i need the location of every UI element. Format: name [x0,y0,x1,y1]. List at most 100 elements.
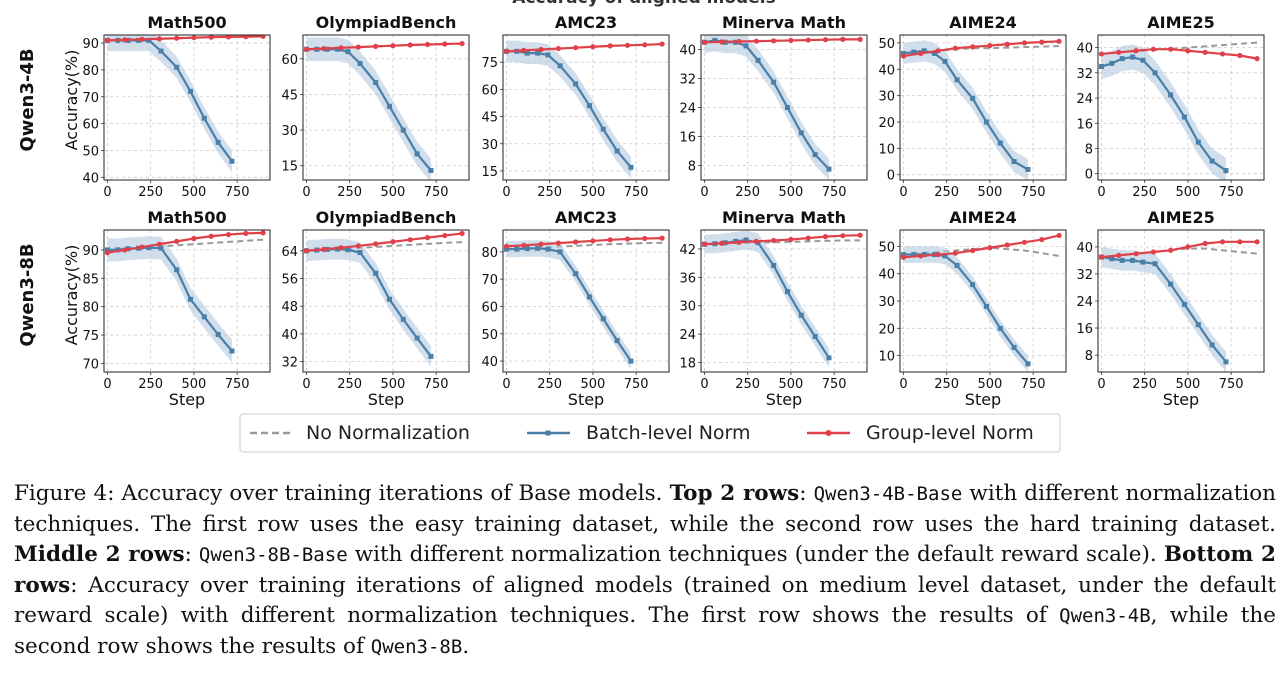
panel-2-minerva-math: 18 24 30 36 42 0 250 500 750 Minerva Math Step [679,208,868,409]
panel-2-aime25-xlabel: Step [1163,390,1199,409]
caption-bold-bottom: Bottom 2 rows [14,542,1277,598]
panel-2-aime25-frame [1097,229,1265,373]
caption-text-1: : [799,481,814,506]
panel-2-aime25-series-group-point [1168,247,1174,253]
panel-1-aime24-series-group-point [1021,40,1028,46]
panel-1-math500-series-group-point [174,35,180,41]
panel-1-aime24-series-group-point [935,48,941,54]
panel-1-amc23-series-batch-point [600,126,606,132]
panel-2-aime25-series-group-point [1098,254,1105,260]
panel-2-aime24-series-group-point [952,250,958,256]
panel-2-aime25-title: AIME25 [1147,208,1214,227]
panel-2-amc23-ytick-label: 50 [481,328,498,343]
panel-2-amc23-series-batch-point [545,246,551,252]
panel-2-aime25-series-batch-point [1223,359,1229,365]
panel-1-aime24-ytick-label: 50 [878,37,895,52]
panel-1-minerva-math-series-group-point [788,37,794,44]
panel-1-aime25-xtick-label: 500 [1176,185,1201,200]
panel-1-amc23-series-group-point [659,41,665,47]
panel-2-amc23-series-group-point [503,243,510,249]
panel-1-minerva-math-series-group-point [857,36,863,42]
panel-2-minerva-math-series-group-line [704,234,861,246]
panel-2-amc23-xtick-label: 250 [537,377,562,392]
panel-1-aime24-series-group-line [903,40,1060,58]
panel-1-aime24-ytick-label: 30 [878,90,895,105]
panel-2-amc23-ytick-label: 70 [481,273,498,288]
panel-1-aime24-series-group-point [900,53,907,59]
panel-1-aime25-series-group-point [1098,51,1105,57]
panel-1-amc23-ytick-label: 30 [481,138,498,153]
panel-2-aime24-ytick-label: 10 [878,350,895,365]
panel-1-aime25-series-batch-point [1140,57,1146,63]
panel-1-aime24-series-batch-point [900,50,906,56]
panel-2-aime25-series-batch-point [1209,342,1215,348]
panel-2-math500-series-group-point [104,250,111,256]
panel-2-aime24-series-batch-point [983,303,989,309]
panel-1-olympiadbench-ytick-label: 60 [281,53,298,68]
panel-2-aime24-series-batch-point [970,282,976,288]
panel-2-aime25-ytick-label: 16 [1076,322,1093,337]
panel-2-aime24-series-no_norm-line [903,246,1060,257]
panel-1-math500-series-batch-point [201,115,207,121]
panel-2-aime25-xtick-label: 750 [1219,377,1244,392]
panel-1-aime25-series-group-point [1237,52,1243,59]
legend-label-no-norm: No Normalization [306,422,470,444]
panel-2-aime25-series-batch-point [1119,257,1125,263]
panel-1-olympiadbench-xtick-label: 500 [381,185,406,200]
panel-2-aime25-series-batch-point [1152,261,1158,267]
panel-1-olympiadbench-ytick-label: 30 [281,124,298,139]
panel-2-olympiadbench-ytick-label: 48 [281,300,298,315]
panel-2-amc23-ytick-label: 80 [481,246,498,261]
panel-1-aime25-ytick-label: 40 [1076,42,1093,57]
panel-2-minerva-math-series-group-point [701,241,708,247]
panel-2-aime24-plot-area [900,232,1062,372]
panel-1-aime25-ytick-label: 24 [1076,92,1093,107]
panel-1-olympiadbench-series-batch-point [373,80,379,86]
panel-1-aime24-series-group-point [970,44,976,50]
panel-1-minerva-math-ytick-label: 40 [679,44,696,59]
panel-2-aime25-series-group-point [1116,252,1122,258]
panel-2-olympiadbench-ytick-label: 64 [281,245,298,260]
panel-1-math500-series-group-point [208,35,214,40]
panel-2-olympiadbench-title: OlympiadBench [316,208,457,227]
panel-2-aime25-xtick-label: 250 [1132,377,1157,392]
panel-1-aime24-ytick-label: 10 [878,142,895,157]
panel-2-math500-series-group-point [225,231,232,238]
panel-2-aime24-series-batch-point [997,325,1003,331]
panel-1-aime25-series-batch-point [1181,114,1187,120]
panel-2-minerva-math-series-group-point [719,240,725,246]
panel-2-amc23-ytick-label: 40 [481,355,498,370]
panel-2-minerva-math-series-group-point [771,237,777,244]
panel-2-aime25-xtick-label: 500 [1176,377,1201,392]
panel-2-olympiadbench-series-group-point [407,237,413,243]
panel-1-math500-ytick-label: 80 [82,64,99,79]
panel-2-olympiadbench: 32 40 48 56 64 0 250 500 750 OlympiadBench Step [281,208,470,409]
panel-1-math500-series-group-point [122,37,128,43]
panel-1-olympiadbench-plot-area [303,37,465,180]
panel-1-aime25-series-group-point [1150,46,1156,52]
panel-1-amc23-series-batch-point [535,50,541,56]
caption-model-4b-base: Qwen3-4B-Base [813,483,963,505]
panel-1-amc23-series-group-point [555,45,561,52]
legend-frame [239,413,1061,453]
panel-1-aime24-series-group-point [1056,38,1062,44]
panel-2-aime25-xtick-label: 0 [1097,377,1105,392]
panel-1-olympiadbench: 15 30 45 60 0 250 500 750 OlympiadBench [281,13,470,200]
panel-1-math500-xtick-label: 250 [138,185,163,200]
panel-1-aime24-series-group-point [1039,39,1045,45]
panel-1-olympiadbench-frame [302,34,470,181]
panel-2-minerva-math-xtick-label: 500 [779,377,804,392]
panel-2-math500-frame [103,229,271,373]
panel-2-math500-series-group-point [174,238,180,244]
figure-canvas: Accuracy of aligned models Qwen3-4B Qwen… [17,0,1265,453]
panel-1-minerva-math-xtick-label: 500 [779,185,804,200]
panel-2-aime24-series-group-point [987,245,993,251]
panel-1-aime24-ytick-label: 40 [878,63,895,78]
panel-1-amc23-series-group-point [642,42,648,48]
panel-2-math500-series-batch-point [215,332,221,338]
panel-2-math500-series-group-point [122,247,128,253]
panel-1-amc23-ytick-label: 75 [481,56,498,71]
panel-1-math500-series-batch-point [146,37,152,43]
panel-2-amc23-series-group-point [590,238,596,244]
panel-1-minerva-math-series-batch-point [812,152,818,158]
